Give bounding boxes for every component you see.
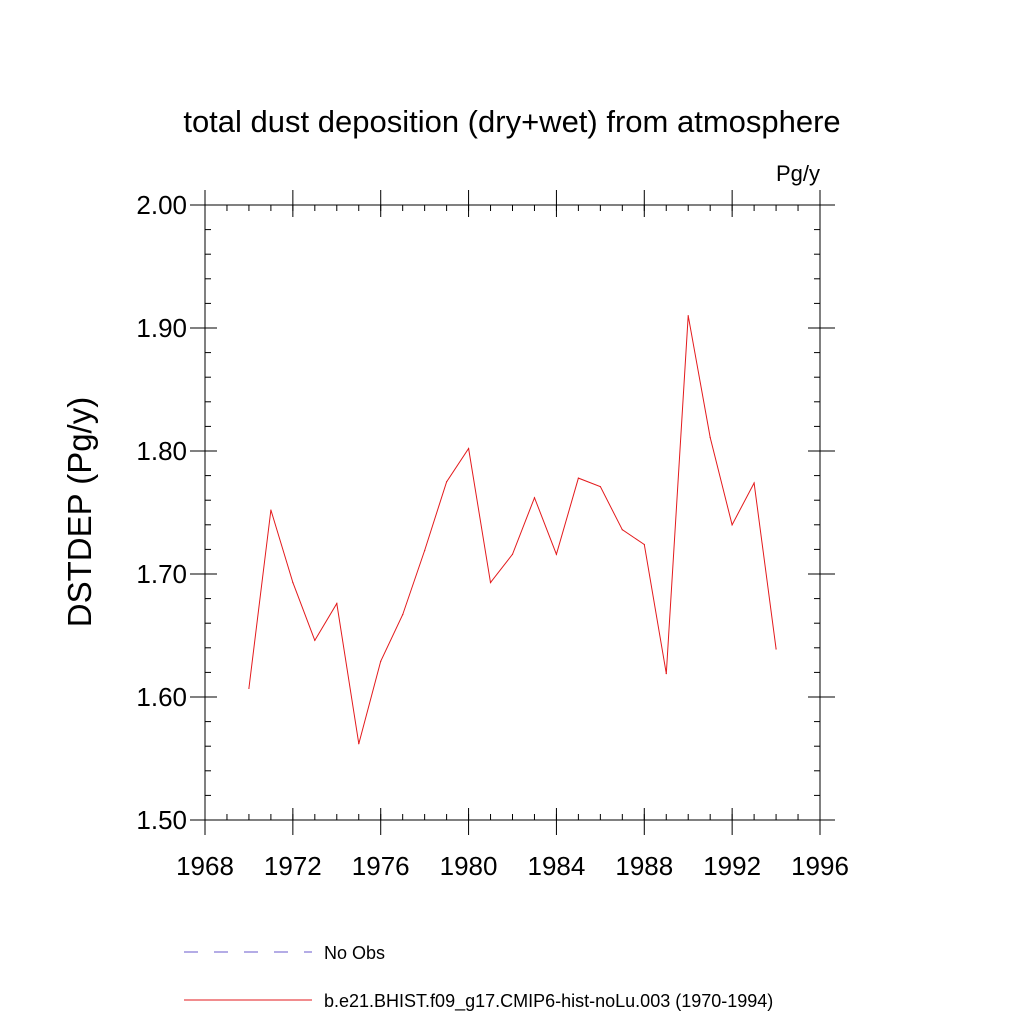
y-tick-label: 1.50 <box>136 805 187 835</box>
data-point <box>248 687 250 689</box>
x-tick-label: 1992 <box>703 851 761 881</box>
x-tick-label: 1984 <box>528 851 586 881</box>
x-tick-label: 1968 <box>176 851 234 881</box>
y-tick-label: 1.80 <box>136 436 187 466</box>
x-tick-label: 1988 <box>615 851 673 881</box>
data-point <box>577 477 579 479</box>
data-point <box>424 550 426 552</box>
data-point <box>753 482 755 484</box>
y-axis-label: DSTDEP (Pg/y) <box>61 397 98 627</box>
data-point <box>292 582 294 584</box>
data-point <box>380 660 382 662</box>
y-tick-label: 1.70 <box>136 559 187 589</box>
legend-label: b.e21.BHIST.f09_g17.CMIP6-hist-noLu.003 … <box>324 991 773 1012</box>
data-point <box>489 582 492 584</box>
data-point <box>775 648 777 650</box>
legend: No Obs b.e21.BHIST.f09_g17.CMIP6-hist-noL… <box>184 943 773 1012</box>
data-point <box>467 447 470 450</box>
x-tick-label: 1972 <box>264 851 322 881</box>
y-tick-labels: 1.50 1.60 1.70 1.80 1.90 2.00 <box>136 190 187 835</box>
plot-frame <box>204 204 821 821</box>
units-label: Pg/y <box>776 161 820 186</box>
y-tick-label: 1.90 <box>136 313 187 343</box>
data-point <box>314 639 316 642</box>
data-point <box>533 497 536 499</box>
minor-ticks <box>204 204 821 821</box>
data-point <box>621 529 623 531</box>
data-point <box>731 524 733 526</box>
chart-title: total dust deposition (dry+wet) from atm… <box>183 104 840 139</box>
x-tick-label: 1980 <box>440 851 498 881</box>
legend-label: No Obs <box>324 943 385 963</box>
data-point <box>270 509 272 511</box>
x-tick-label: 1996 <box>791 851 849 881</box>
x-tick-labels: 1968 1972 1976 1980 1984 1988 1992 1996 <box>176 851 849 881</box>
x-tick-label: 1976 <box>352 851 410 881</box>
y-tick-label: 1.60 <box>136 682 187 712</box>
data-point <box>665 673 667 675</box>
data-point <box>336 602 338 605</box>
data-point <box>446 481 448 483</box>
data-point <box>599 486 601 488</box>
series-line <box>248 315 777 744</box>
series-group <box>248 315 777 745</box>
data-point <box>555 553 558 555</box>
y-tick-label: 2.00 <box>136 190 187 220</box>
data-point <box>643 543 645 546</box>
data-point <box>511 553 514 555</box>
data-point <box>709 436 711 439</box>
data-point <box>687 315 689 317</box>
data-point <box>358 743 360 745</box>
data-point <box>402 613 404 616</box>
